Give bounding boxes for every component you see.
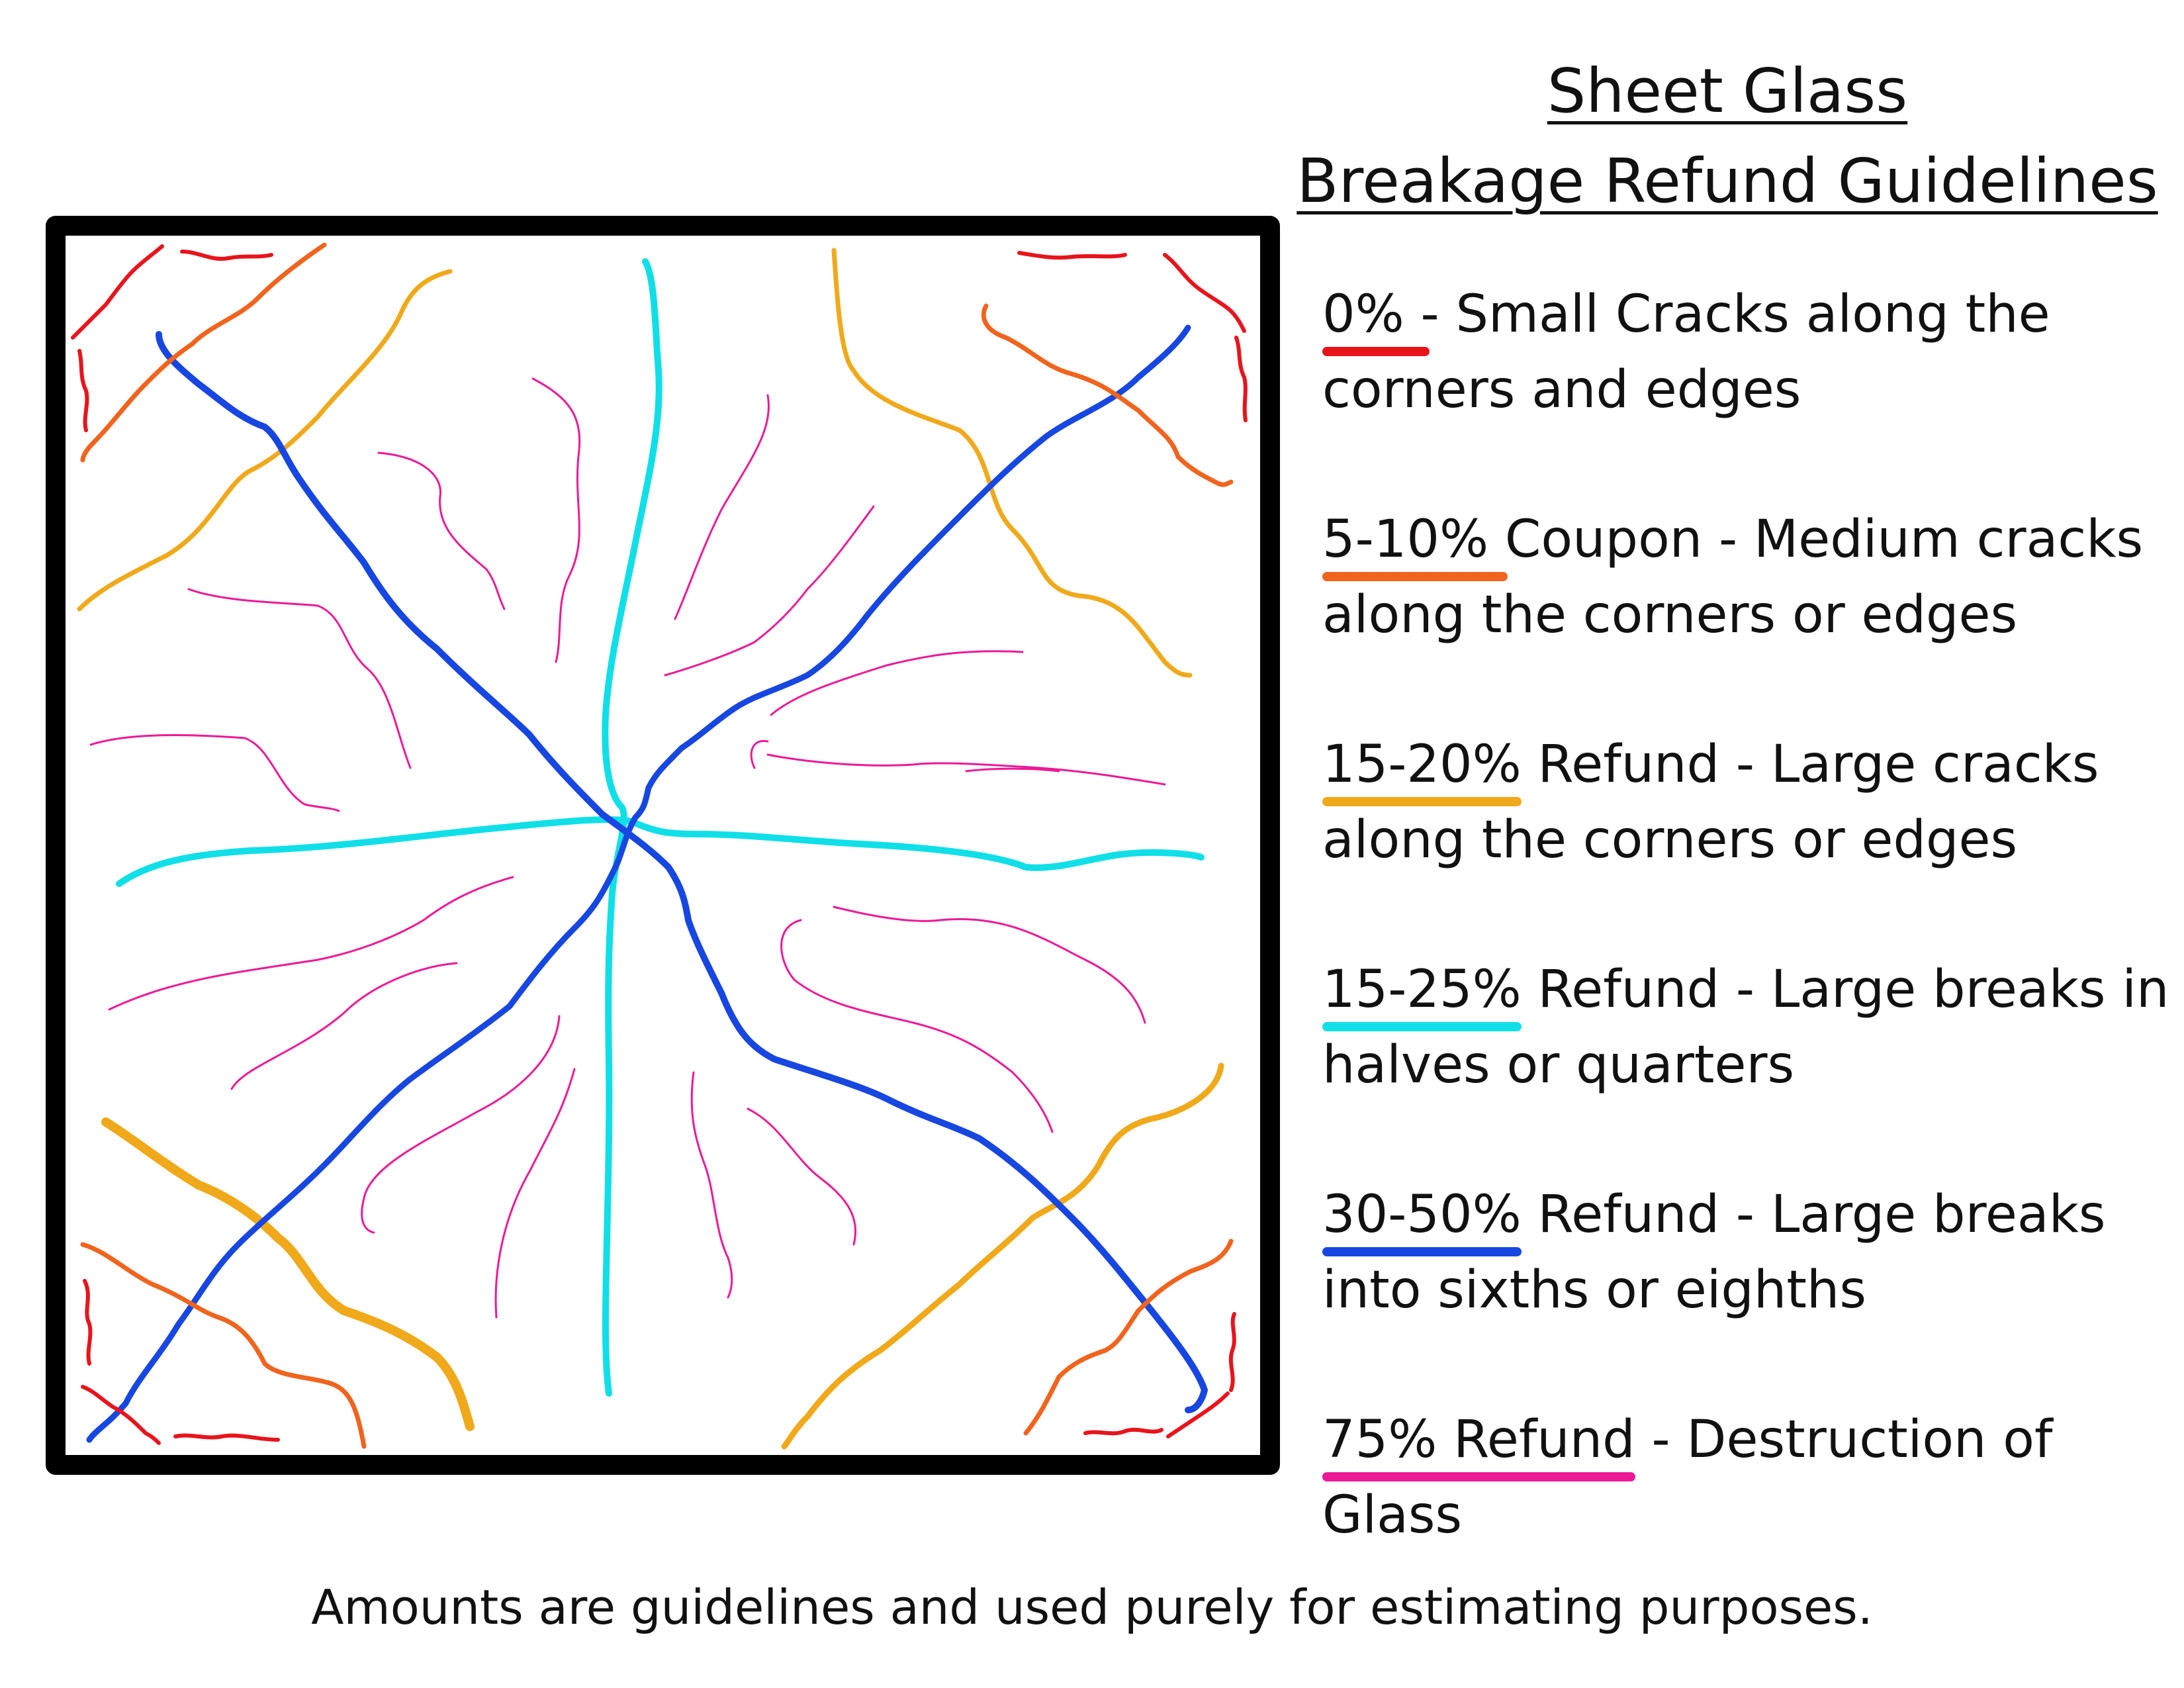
destruction-crack <box>750 739 769 769</box>
page-subtitle: Breakage Refund Guidelines <box>1297 146 2158 216</box>
destruction-crack <box>833 906 1146 1024</box>
destruction-crack <box>674 394 770 620</box>
legend-highlight: 5-10% Coupon - <box>1322 502 1737 581</box>
legend-highlight: 15-25% <box>1322 952 1522 1031</box>
destruction-crack <box>965 767 1060 773</box>
small-crack <box>71 244 164 340</box>
legend-highlight: 30-50% <box>1322 1177 1522 1256</box>
small-crack <box>180 250 273 261</box>
large-crack-bottom-right <box>781 1062 1224 1450</box>
legend-item-medium-cracks: 5-10% Coupon - Medium cracks along the c… <box>1322 502 2183 653</box>
small-crack <box>1228 1312 1236 1392</box>
legend-swatch <box>1322 1472 1635 1481</box>
destruction-crack <box>664 505 875 677</box>
medium-crack-top-right <box>981 303 1234 487</box>
legend-swatch <box>1322 1022 1522 1031</box>
horizontal-break <box>116 816 1205 887</box>
legend-description: Refund - Large cracks along the corners … <box>1322 735 2099 870</box>
page-title: Sheet Glass <box>1547 56 1908 126</box>
large-crack-bottom-left <box>101 1117 475 1431</box>
destruction-crack <box>187 588 412 769</box>
destruction-crack <box>89 734 340 812</box>
diagonal-break-1 <box>156 331 1208 1413</box>
legend-swatch <box>1322 797 1522 806</box>
small-crack <box>173 1433 280 1442</box>
small-crack <box>81 1385 161 1445</box>
destruction-crack <box>766 753 1166 786</box>
legend-swatch <box>1322 1247 1522 1256</box>
destruction-crack <box>230 962 458 1090</box>
legend-item-large-cracks: 15-20% Refund - Large cracks along the c… <box>1322 727 2183 878</box>
destruction-crack <box>690 1071 733 1299</box>
destruction-crack <box>377 451 506 610</box>
large-crack-top-right <box>831 248 1193 678</box>
small-crack <box>1234 336 1248 422</box>
destruction-cracks <box>89 377 1166 1319</box>
legend-item-halves-quarters: 15-25% Refund - Large breaks in halves o… <box>1322 952 2183 1103</box>
destruction-crack <box>770 650 1024 716</box>
medium-crack-top-left <box>80 242 327 463</box>
legend-description: Refund - Large breaks into sixths or eig… <box>1322 1185 2106 1320</box>
medium-crack-bottom-right <box>1023 1239 1234 1436</box>
legend-description: Small Cracks along the corners and edges <box>1322 285 2050 420</box>
glass-sheet-frame <box>46 216 1280 1475</box>
destruction-crack <box>747 1107 857 1246</box>
medium-crack-bottom-left <box>80 1242 367 1449</box>
medium-cracks <box>80 242 1234 1449</box>
legend-description: Refund - Large breaks in halves or quart… <box>1322 960 2169 1095</box>
halves-quarters-breaks <box>116 258 1205 1397</box>
destruction-crack <box>361 1015 561 1234</box>
destruction-crack <box>108 876 514 1011</box>
diagonal-break-2 <box>86 324 1191 1443</box>
legend-item-sixths-eighths: 30-50% Refund - Large breaks into sixths… <box>1322 1177 2183 1328</box>
legend-item-destruction: 75% Refund - Destruction of Glass <box>1322 1402 2183 1553</box>
small-crack <box>1017 251 1127 260</box>
small-cracks <box>71 244 1248 1445</box>
destruction-crack <box>531 377 581 663</box>
vertical-break <box>602 258 662 1397</box>
destruction-crack <box>494 1068 576 1319</box>
legend-item-small-cracks: 0% - Small Cracks along the corners and … <box>1322 277 2183 428</box>
small-crack <box>1166 1391 1230 1438</box>
small-crack <box>83 1279 93 1366</box>
destruction-crack <box>780 919 1054 1133</box>
footer-note: Amounts are guidelines and used purely f… <box>311 1579 1873 1635</box>
legend-description: Medium cracks along the corners or edges <box>1322 510 2144 645</box>
legend-highlight: 0% - <box>1322 277 1439 356</box>
small-crack <box>1163 253 1246 333</box>
small-crack <box>77 349 89 432</box>
sixths-eighths-breaks <box>86 324 1208 1443</box>
legend-description: - Destruction of Glass <box>1322 1410 2053 1545</box>
small-crack <box>1083 1427 1163 1436</box>
legend-swatch <box>1322 347 1430 356</box>
legend-highlight: 75% Refund <box>1322 1402 1635 1481</box>
legend-swatch <box>1322 572 1508 581</box>
legend-highlight: 15-20% <box>1322 727 1522 806</box>
